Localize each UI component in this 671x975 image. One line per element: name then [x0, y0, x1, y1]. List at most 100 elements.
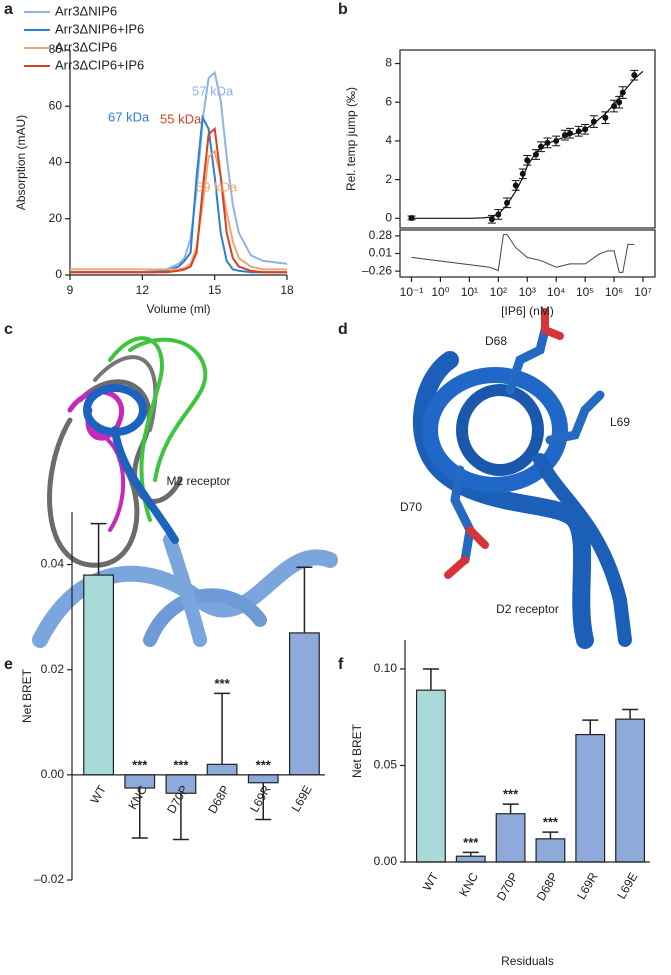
- x-tick-label: 15: [208, 283, 222, 297]
- error-bar: [214, 692, 231, 765]
- data-point: [590, 118, 597, 125]
- y-tick-label: –0.26: [362, 263, 392, 277]
- bar: [575, 733, 606, 863]
- significance-label: ***: [173, 757, 189, 772]
- panel-letter: a: [4, 1, 13, 18]
- y-tick-label: 0.04: [41, 557, 65, 571]
- x-axis-label: [IP6] (nM): [501, 304, 554, 318]
- x-tick-label: 10⁶: [605, 285, 623, 299]
- plot-frame: [399, 229, 656, 278]
- error-bar: [255, 782, 272, 821]
- line-series: [70, 126, 287, 274]
- y-tick-label: 4: [385, 133, 392, 147]
- residue-label: D68: [485, 334, 507, 348]
- error-bar: [542, 831, 559, 839]
- panel-letter: e: [4, 656, 13, 673]
- error-bar: [131, 788, 148, 839]
- legend-label: Arr3ΔCIP6: [55, 39, 117, 54]
- error-bar: [462, 851, 479, 857]
- residue-label: L69: [610, 415, 630, 429]
- error-bar: [172, 793, 189, 841]
- x-tick-label: 9: [67, 283, 74, 297]
- legend-label: Arr3ΔNIP6: [55, 3, 117, 18]
- x-tick-label: L69R: [247, 783, 274, 815]
- x-tick-label: 10⁴: [547, 285, 566, 299]
- fit-line: [411, 70, 644, 219]
- x-tick-label: 10⁷: [634, 285, 652, 299]
- x-axis-label: Residuals: [501, 954, 554, 968]
- y-axis-label: Net BRET: [350, 723, 364, 778]
- y-tick-label: 6: [385, 94, 392, 108]
- significance-label: ***: [463, 835, 479, 850]
- x-tick-label: 10²: [490, 285, 507, 299]
- line-series: [70, 70, 288, 274]
- x-tick-label: L69E: [614, 870, 640, 901]
- bar: [83, 574, 115, 776]
- x-tick-label: KNC: [456, 870, 481, 899]
- x-tick-label: D68P: [205, 783, 232, 816]
- legend-label: Arr3ΔCIP6+IP6: [55, 57, 144, 72]
- y-tick-label: 40: [49, 155, 63, 169]
- x-tick-label: D68P: [534, 870, 561, 903]
- significance-label: ***: [256, 757, 272, 772]
- y-tick-label: 0.01: [369, 246, 393, 260]
- legend-label: Arr3ΔNIP6+IP6: [55, 21, 144, 36]
- bar: [455, 855, 486, 863]
- error-bar: [622, 708, 639, 720]
- bar: [495, 813, 526, 863]
- y-tick-label: 0: [385, 210, 392, 224]
- significance-label: ***: [132, 757, 148, 772]
- bar: [535, 838, 566, 863]
- y-tick-label: 0.02: [41, 662, 65, 676]
- x-tick-label: 10³: [519, 285, 536, 299]
- annotation: 67 kDa: [108, 109, 150, 124]
- y-axis-label: Net BRET: [20, 668, 34, 723]
- y-tick-label: 0.00: [374, 854, 398, 868]
- panel-letter: f: [338, 656, 344, 673]
- line-series: [70, 149, 287, 271]
- data-point: [631, 72, 638, 79]
- panel-letter: c: [4, 321, 13, 338]
- y-tick-label: 80: [49, 42, 63, 56]
- data-point: [616, 99, 623, 106]
- plot-frame: [399, 49, 656, 229]
- significance-label: ***: [543, 815, 559, 830]
- y-tick-label: 2: [385, 172, 392, 186]
- x-tick-label: WT: [87, 782, 109, 806]
- error-bar: [90, 522, 107, 576]
- x-tick-label: 10⁰: [431, 285, 449, 299]
- annotation: 57 kDa: [192, 83, 234, 98]
- x-tick-label: D70P: [494, 870, 521, 903]
- residue-label: D70: [400, 500, 422, 514]
- y-tick-label: 0.00: [41, 767, 65, 781]
- error-bar: [422, 668, 439, 691]
- x-tick-label: L69R: [574, 870, 601, 902]
- line-series: [70, 114, 287, 274]
- error-bar: [296, 566, 313, 633]
- panel-letter: d: [338, 321, 348, 338]
- bar: [206, 763, 238, 776]
- y-tick-label: 0: [55, 267, 62, 281]
- x-tick-label: 10⁵: [576, 285, 594, 299]
- x-tick-label: 10¹: [461, 285, 478, 299]
- helix-structure: [412, 308, 632, 649]
- significance-label: ***: [503, 787, 519, 802]
- chart-title: D2 receptor: [496, 602, 559, 616]
- y-tick-label: 60: [49, 98, 63, 112]
- line-series: [411, 234, 635, 273]
- annotation: 55 kDa: [160, 111, 202, 126]
- x-tick-label: 10⁻¹: [400, 285, 424, 299]
- x-tick-label: L69E: [289, 783, 315, 814]
- x-axis-label: Volume (ml): [146, 302, 210, 316]
- error-bar: [502, 803, 519, 814]
- bar: [615, 718, 646, 863]
- y-axis-label: Absorption (mAU): [14, 115, 28, 210]
- y-tick-label: –0.02: [34, 872, 64, 886]
- x-tick-label: 12: [136, 283, 150, 297]
- panel-letter: b: [338, 1, 348, 18]
- data-point: [488, 216, 495, 223]
- y-tick-label: 0.10: [374, 661, 398, 675]
- significance-label: ***: [214, 676, 230, 691]
- annotation: 59 kDa: [196, 179, 238, 194]
